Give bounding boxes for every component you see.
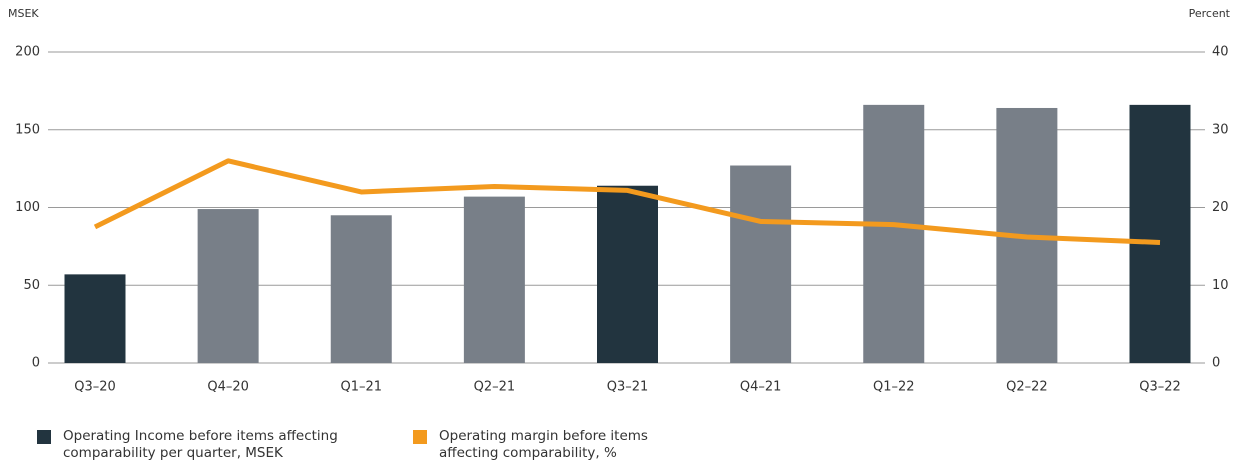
y2-tick-label: 40 (1212, 45, 1229, 60)
legend: Operating Income before items affecting … (37, 428, 733, 462)
legend-swatch (413, 430, 427, 444)
x-tick-label: Q4–20 (207, 380, 249, 395)
x-tick-label: Q4–21 (740, 380, 782, 395)
bar (330, 215, 392, 363)
x-tick-label: Q1–21 (340, 380, 382, 395)
legend-item: Operating margin before items affecting … (413, 428, 733, 462)
bar (197, 209, 259, 363)
y2-tick-label: 10 (1212, 278, 1229, 293)
x-tick-label: Q2–21 (474, 380, 516, 395)
legend-swatch (37, 430, 51, 444)
bar (597, 185, 658, 363)
x-tick-label: Q3–20 (74, 380, 116, 395)
chart: MSEK Percent 0 50 100 150 200 0 10 20 30 40 Q3–20 Q… (8, 7, 1231, 395)
x-tick-label: Q2–22 (1006, 380, 1048, 395)
y2-tick-label: 20 (1212, 200, 1229, 215)
y2-tick-label: 30 (1212, 122, 1229, 137)
bar (1129, 104, 1191, 364)
line (93, 158, 1161, 245)
legend-item: Operating Income before items affecting … (37, 428, 357, 462)
x-tick-label: Q3–21 (607, 380, 649, 395)
bar (463, 196, 525, 363)
bar (64, 274, 126, 363)
y2-axis-label: Percent (1189, 7, 1231, 20)
y-tick-label: 150 (15, 122, 40, 137)
y2-tick-label: 0 (1212, 356, 1220, 371)
y-tick-label: 200 (15, 45, 40, 60)
legend-label: Operating margin before items affecting … (439, 428, 648, 461)
x-tick-label: Q3–22 (1139, 380, 1181, 395)
bar (863, 104, 925, 364)
y-tick-label: 50 (23, 278, 40, 293)
y-tick-label: 0 (32, 356, 40, 371)
x-tick-label: Q1–22 (873, 380, 915, 395)
y-axis-label: MSEK (8, 7, 39, 20)
legend-label: Operating Income before items affecting … (63, 428, 338, 461)
bar (730, 165, 792, 363)
y-tick-label: 100 (15, 200, 40, 215)
